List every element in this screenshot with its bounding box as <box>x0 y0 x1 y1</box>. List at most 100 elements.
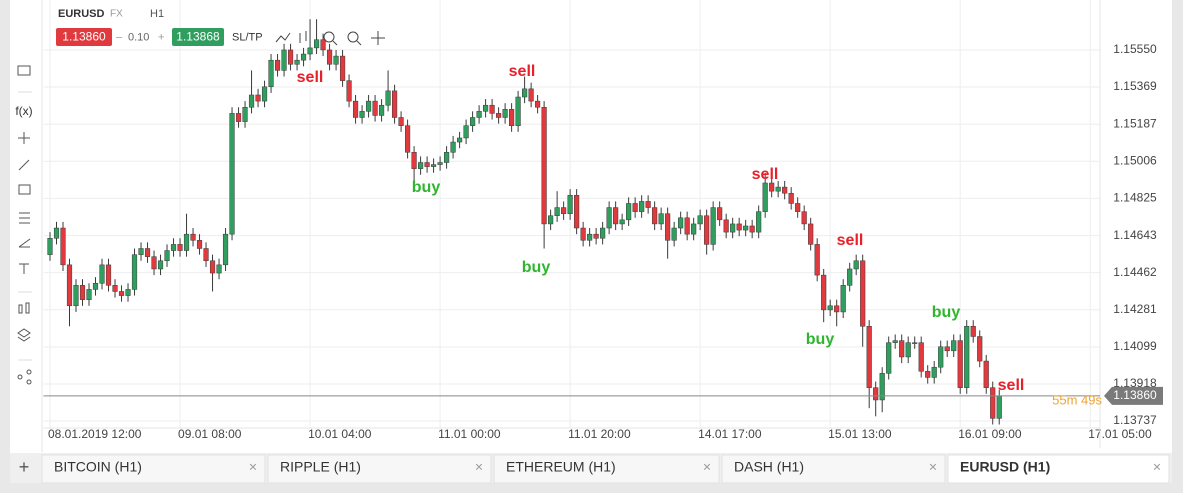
buy-price[interactable]: 1.13868 <box>176 30 220 44</box>
tab[interactable] <box>267 454 492 484</box>
x-tick-label: 08.01.2019 12:00 <box>48 427 142 441</box>
spread-plus[interactable]: + <box>158 31 164 43</box>
tab-close[interactable]: × <box>475 459 483 475</box>
candle-body <box>515 96 521 126</box>
tab-close[interactable]: × <box>929 459 937 475</box>
tab-label[interactable]: BITCOIN (H1) <box>54 459 142 475</box>
x-tick-label: 11.01 00:00 <box>438 427 501 441</box>
y-tick-label: 1.15006 <box>1113 153 1157 167</box>
tab-label[interactable]: RIPPLE (H1) <box>280 459 361 475</box>
candle-body <box>105 264 112 286</box>
signal: sell <box>509 63 536 80</box>
tab[interactable] <box>721 454 946 484</box>
tab[interactable] <box>493 454 720 484</box>
candle-body <box>710 207 716 245</box>
candle-body <box>372 100 378 116</box>
candle-body <box>639 201 645 212</box>
candle-body <box>931 366 937 378</box>
tool-trendline[interactable] <box>18 159 30 171</box>
candle-body <box>112 285 118 292</box>
candle-body <box>814 244 820 276</box>
candle-body <box>378 104 385 116</box>
candle-body <box>853 260 859 270</box>
tool-pitchfork[interactable] <box>18 238 31 248</box>
candle-body <box>66 264 73 307</box>
tool-layout[interactable] <box>17 65 31 76</box>
tool-line-chart[interactable] <box>275 32 291 43</box>
tool-zoom-in[interactable] <box>347 31 359 43</box>
candle-body <box>222 233 229 266</box>
candle-body <box>151 256 157 270</box>
candle-body <box>723 219 729 233</box>
tool-rect[interactable] <box>18 184 31 195</box>
tab[interactable] <box>41 454 266 484</box>
candle-body <box>632 203 638 212</box>
candle-body <box>691 223 697 235</box>
x-tick-label: 15.01 13:00 <box>828 427 892 441</box>
candle-body <box>157 260 164 270</box>
candle-body <box>996 395 1002 419</box>
signal: buy <box>522 259 551 276</box>
candle-body <box>795 203 801 212</box>
tool-candle-chart[interactable] <box>299 31 307 43</box>
candle-body <box>587 233 593 241</box>
candle-body <box>417 162 424 169</box>
spread-minus[interactable]: – <box>116 31 123 43</box>
sell-button[interactable] <box>56 28 112 46</box>
tab-active[interactable] <box>947 454 1170 484</box>
y-tick-label: 1.15369 <box>1113 79 1157 93</box>
tab-close[interactable]: × <box>1153 459 1161 475</box>
tool-zoom-out[interactable] <box>323 31 335 43</box>
tab-close[interactable]: × <box>703 459 711 475</box>
candle-body <box>912 342 918 344</box>
timeframe[interactable]: H1 <box>150 8 164 20</box>
y-tick-label: 1.13737 <box>1113 413 1157 427</box>
buy-button[interactable] <box>172 28 224 46</box>
candle-body <box>619 219 625 225</box>
candle-body <box>47 238 53 255</box>
tab-close[interactable]: × <box>249 459 257 475</box>
candle-body <box>821 274 827 311</box>
candle-body <box>847 268 853 286</box>
tool-pan[interactable] <box>371 31 385 45</box>
tool-share[interactable] <box>17 374 23 380</box>
candle-body <box>248 94 255 108</box>
candle-body <box>873 387 879 401</box>
right-border <box>1172 0 1183 493</box>
candle-body <box>274 59 281 71</box>
candle-body <box>717 207 723 221</box>
candle-body <box>60 227 66 266</box>
x-tick-label: 11.01 20:00 <box>568 427 631 441</box>
candle-body <box>743 225 749 231</box>
signal: buy <box>932 304 961 321</box>
tab-label[interactable]: EURUSD (H1) <box>960 459 1050 475</box>
candle-body <box>489 104 495 114</box>
add-tab[interactable]: + <box>19 457 30 477</box>
candle-body <box>131 254 138 290</box>
candle-body <box>483 104 489 112</box>
candle-body <box>886 342 892 374</box>
sltp[interactable]: SL/TP <box>232 31 263 43</box>
x-tick-label: 14.01 17:00 <box>698 427 762 441</box>
candle-body <box>203 248 209 262</box>
candle-body <box>164 250 170 262</box>
tool-candles[interactable] <box>18 304 23 314</box>
tab-label[interactable]: ETHEREUM (H1) <box>506 459 616 475</box>
candle-body <box>801 211 807 225</box>
candle-body <box>626 203 632 221</box>
candle-body <box>730 223 736 233</box>
tool-layers[interactable] <box>17 328 31 342</box>
candle-body <box>170 244 177 251</box>
candle-body <box>983 360 989 388</box>
candle-body <box>970 326 976 337</box>
sell-price[interactable]: 1.13860 <box>62 30 106 44</box>
tab-label[interactable]: DASH (H1) <box>734 459 804 475</box>
tool-function[interactable]: f(x) <box>15 104 32 118</box>
candle-body <box>561 207 567 214</box>
market: FX <box>110 9 123 20</box>
candle-body <box>53 227 60 239</box>
plot: 1.15550 1.15369 1.15187 1.15006 1.14825 1.146… <box>43 0 1163 448</box>
candle-body <box>365 100 372 112</box>
candle-body <box>424 162 430 167</box>
